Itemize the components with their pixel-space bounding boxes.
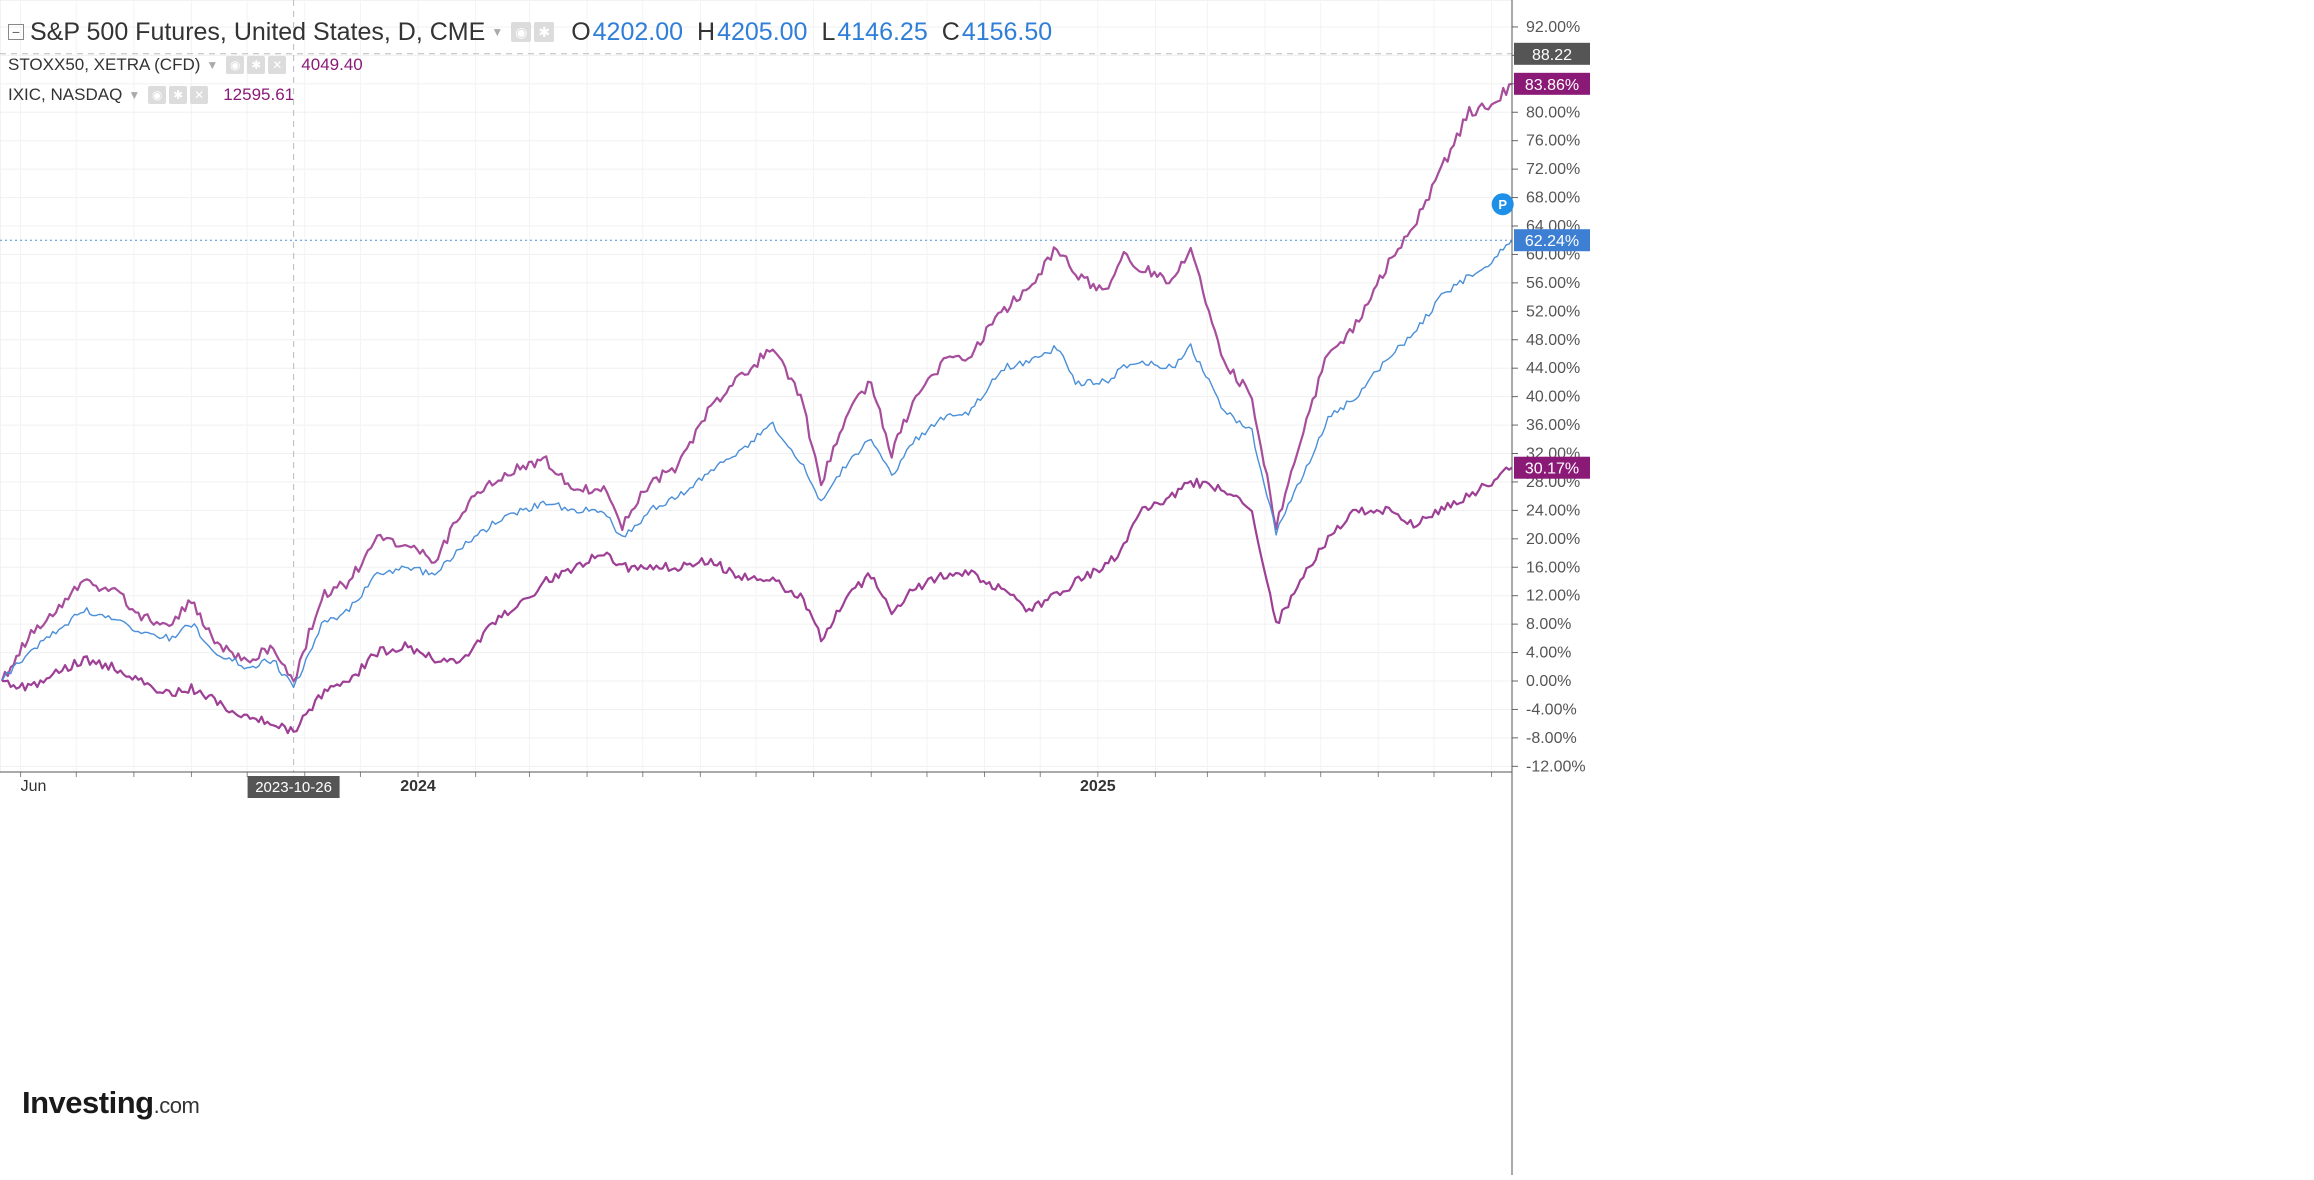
settings-icon[interactable]: ✱ bbox=[534, 22, 555, 42]
sp500-last-badge: 62.24% bbox=[1525, 233, 1579, 250]
legend-row-ixic: IXIC, NASDAQ ▼ ◉ ✱ ✕ 12595.61 bbox=[8, 80, 1052, 110]
settings-icon[interactable]: ✱ bbox=[247, 56, 266, 74]
x-tick-label: Jun bbox=[21, 778, 47, 795]
close-value: 4156.50 bbox=[961, 17, 1053, 46]
close-icon[interactable]: ✕ bbox=[268, 56, 287, 74]
y-tick-label: 24.00% bbox=[1526, 502, 1580, 519]
logo-suffix: .com bbox=[153, 1093, 200, 1118]
y-tick-label: -4.00% bbox=[1526, 701, 1577, 718]
ixic-label[interactable]: IXIC, NASDAQ bbox=[8, 85, 123, 104]
y-tick-label: 56.00% bbox=[1526, 275, 1580, 292]
chevron-down-icon[interactable]: ▼ bbox=[491, 25, 504, 39]
y-tick-label: 44.00% bbox=[1526, 360, 1580, 377]
legend-row-stoxx: STOXX50, XETRA (CFD) ▼ ◉ ✱ ✕ 4049.40 bbox=[8, 50, 1052, 80]
stoxx-label[interactable]: STOXX50, XETRA (CFD) bbox=[8, 55, 201, 74]
legend-main-row: − S&P 500 Futures, United States, D, CME… bbox=[8, 14, 1052, 50]
chevron-down-icon[interactable]: ▼ bbox=[128, 88, 141, 102]
close-icon[interactable]: ✕ bbox=[190, 86, 209, 104]
high-label: H bbox=[697, 17, 716, 46]
close-label: C bbox=[941, 17, 960, 46]
settings-icon[interactable]: ✱ bbox=[169, 86, 188, 104]
stoxx-value: 4049.40 bbox=[301, 55, 363, 74]
date-hover-badge: 2023-10-26 bbox=[255, 779, 332, 796]
stoxx-last-badge: 83.86% bbox=[1525, 77, 1579, 94]
y-tick-label: 8.00% bbox=[1526, 616, 1571, 633]
crosshair-value-badge: 88.22 bbox=[1532, 47, 1572, 64]
stoxx-last-badge-bg bbox=[1514, 72, 1590, 95]
y-tick-label: -12.00% bbox=[1526, 758, 1586, 775]
ixic-last-badge: 30.17% bbox=[1525, 461, 1579, 478]
ixic-last-badge-bg bbox=[1514, 456, 1590, 479]
y-tick-label: 12.00% bbox=[1526, 588, 1580, 605]
logo-text: Investing bbox=[22, 1085, 154, 1120]
y-tick-label: 0.00% bbox=[1526, 673, 1571, 690]
sp500-series-line bbox=[1, 239, 1513, 689]
y-tick-label: 4.00% bbox=[1526, 645, 1571, 662]
sp500-last-badge-bg bbox=[1514, 229, 1590, 252]
axis-layer: -12.00% -8.00% -4.00% 0.00% 4.00% 8.00% 12.00%… bbox=[0, 0, 1586, 1175]
series-layer bbox=[0, 82, 1513, 735]
p-marker-icon bbox=[1491, 193, 1514, 216]
open-label: O bbox=[571, 17, 591, 46]
low-value: 4146.25 bbox=[837, 17, 928, 46]
y-tick-label: 40.00% bbox=[1526, 389, 1580, 406]
y-tick-label: 48.00% bbox=[1526, 332, 1580, 349]
badge-layer: 88.22 83.86% 62.24% 30.17% P 2023-10-26 bbox=[247, 42, 1590, 798]
y-tick-label: 16.00% bbox=[1526, 559, 1580, 576]
investing-logo: Investing.com bbox=[22, 1085, 200, 1121]
visibility-icon[interactable]: ◉ bbox=[148, 86, 167, 104]
y-tick-label: 80.00% bbox=[1526, 104, 1580, 121]
high-value: 4205.00 bbox=[717, 17, 808, 46]
y-tick-label: 68.00% bbox=[1526, 190, 1580, 207]
ixic-series-line bbox=[1, 466, 1513, 735]
grid-layer bbox=[0, 0, 1513, 773]
y-tick-label: 92.00% bbox=[1526, 19, 1580, 36]
p-marker-label: P bbox=[1498, 197, 1507, 212]
ixic-value: 12595.61 bbox=[223, 85, 295, 104]
main-symbol-label[interactable]: S&P 500 Futures, United States, D, CME bbox=[30, 17, 486, 46]
chevron-down-icon[interactable]: ▼ bbox=[206, 58, 219, 72]
visibility-icon[interactable]: ◉ bbox=[511, 22, 532, 42]
stoxx-series-line bbox=[0, 82, 1513, 683]
visibility-icon[interactable]: ◉ bbox=[226, 56, 245, 74]
crosshair-value-badge-bg bbox=[1514, 42, 1590, 65]
legend: − S&P 500 Futures, United States, D, CME… bbox=[8, 14, 1052, 110]
x-tick-label: 2024 bbox=[400, 778, 436, 795]
y-tick-label: 20.00% bbox=[1526, 531, 1580, 548]
collapse-legend-icon[interactable]: − bbox=[8, 24, 24, 40]
y-tick-label: 72.00% bbox=[1526, 161, 1580, 178]
open-value: 4202.00 bbox=[592, 17, 684, 46]
low-label: L bbox=[821, 17, 836, 46]
y-tick-label: 36.00% bbox=[1526, 417, 1580, 434]
y-tick-label: 76.00% bbox=[1526, 133, 1580, 150]
y-tick-label: 52.00% bbox=[1526, 303, 1580, 320]
y-tick-label: -8.00% bbox=[1526, 730, 1577, 747]
date-hover-badge-bg bbox=[247, 776, 340, 798]
x-tick-label: 2025 bbox=[1080, 778, 1116, 795]
